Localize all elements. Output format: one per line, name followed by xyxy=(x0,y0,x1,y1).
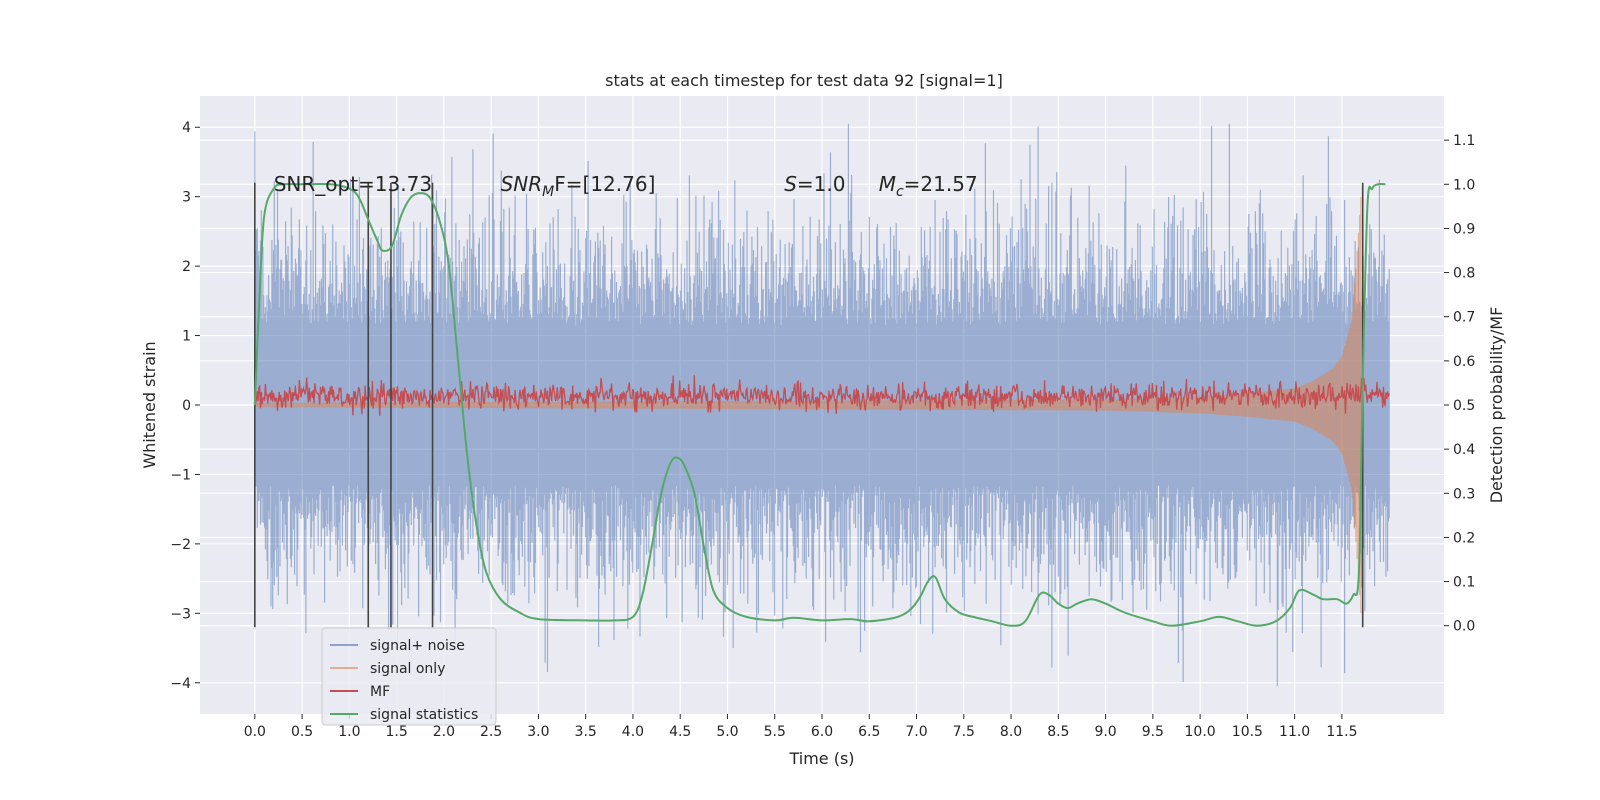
plot-content xyxy=(253,123,1390,687)
x-tick-label: 3.0 xyxy=(527,724,549,740)
x-tick-label: 1.5 xyxy=(385,724,407,740)
y-tick-label: −1 xyxy=(170,467,191,483)
y-right-axis-ticks: 1.1 1.0 0.9 0.8 0.7 0.6 0.5 0.4 0.3 0.2 0.1 0.0 xyxy=(1444,133,1475,635)
series-signal-statistics xyxy=(253,182,1386,627)
y-right-tick-label: 0.9 xyxy=(1453,221,1475,237)
annotation-4: Mc=21.57 xyxy=(879,172,978,200)
x-tick-label: 2.0 xyxy=(433,724,455,740)
annotation-3: S=1.0 xyxy=(784,172,845,196)
x-tick-label: 6.5 xyxy=(858,724,880,740)
x-tick-label: 7.0 xyxy=(905,724,927,740)
y-tick-label: 3 xyxy=(182,190,191,206)
x-tick-label: 0.0 xyxy=(244,724,266,740)
signal-statistics-line xyxy=(253,182,1386,627)
y-tick-label: −4 xyxy=(170,676,191,692)
y-right-tick-label: 0.6 xyxy=(1453,354,1475,370)
y-tick-label: −2 xyxy=(170,537,191,553)
mf-line xyxy=(254,375,1390,416)
y-right-tick-label: 0.8 xyxy=(1453,266,1475,282)
y-axis-label: Whitened strain xyxy=(140,341,159,468)
legend-label: signal statistics xyxy=(370,707,478,723)
y-tick-label: 2 xyxy=(182,259,191,275)
y-right-tick-label: 1.0 xyxy=(1453,177,1475,193)
y-right-tick-label: 0.1 xyxy=(1453,575,1475,591)
legend-label: signal+ noise xyxy=(370,638,465,654)
x-tick-label: 0.5 xyxy=(291,724,313,740)
chart-title: stats at each timestep for test data 92 … xyxy=(605,71,1003,90)
x-tick-label: 9.0 xyxy=(1094,724,1116,740)
x-tick-label: 10.5 xyxy=(1232,724,1263,740)
x-tick-label: 11.5 xyxy=(1326,724,1357,740)
x-tick-label: 3.5 xyxy=(575,724,597,740)
x-tick-label: 1.0 xyxy=(338,724,360,740)
annotation-1: SNR_opt=13.73 xyxy=(274,172,432,196)
y-right-tick-label: 1.1 xyxy=(1453,133,1475,149)
y-tick-label: 0 xyxy=(182,398,191,414)
y-right-tick-label: 0.7 xyxy=(1453,310,1475,326)
y-axis-ticks: 4 3 2 1 0 −1 −2 −3 −4 xyxy=(170,120,200,692)
x-tick-label: 6.0 xyxy=(811,724,833,740)
x-tick-label: 9.5 xyxy=(1142,724,1164,740)
legend-label: MF xyxy=(370,684,390,700)
x-axis-ticks: 0.0 0.5 1.0 1.5 2.0 2.5 3.0 3.5 4.0 4.5 5.0 5.5 6.0 6… xyxy=(244,714,1357,740)
x-tick-label: 8.0 xyxy=(1000,724,1022,740)
y-right-tick-label: 0.2 xyxy=(1453,530,1475,546)
series-mf xyxy=(254,375,1390,416)
y-right-tick-label: 0.0 xyxy=(1453,619,1475,635)
y-right-tick-label: 0.5 xyxy=(1453,398,1475,414)
x-tick-label: 10.0 xyxy=(1185,724,1216,740)
x-tick-label: 7.5 xyxy=(953,724,975,740)
x-axis-label: Time (s) xyxy=(788,749,854,768)
x-tick-label: 5.0 xyxy=(716,724,738,740)
legend-label: signal only xyxy=(370,661,445,677)
y-right-tick-label: 0.3 xyxy=(1453,486,1475,502)
y-right-tick-label: 0.4 xyxy=(1453,442,1475,458)
x-tick-label: 2.5 xyxy=(480,724,502,740)
x-tick-label: 4.5 xyxy=(669,724,691,740)
x-tick-label: 4.0 xyxy=(622,724,644,740)
y-right-axis-label: Detection probability/MF xyxy=(1487,307,1506,504)
legend: signal+ noise signal only MF signal statist… xyxy=(321,627,497,726)
legend-box xyxy=(321,627,497,726)
y-tick-label: 4 xyxy=(182,120,191,136)
x-tick-label: 5.5 xyxy=(764,724,786,740)
x-tick-label: 8.5 xyxy=(1047,724,1069,740)
y-tick-label: −3 xyxy=(170,606,191,622)
annotations: SNR_opt=13.73 SNRMF=[12.76] S=1.0 Mc=21.57 xyxy=(274,172,978,200)
x-tick-label: 11.0 xyxy=(1279,724,1310,740)
annotation-2: SNRMF=[12.76] xyxy=(501,172,656,200)
y-tick-label: 1 xyxy=(182,329,191,345)
